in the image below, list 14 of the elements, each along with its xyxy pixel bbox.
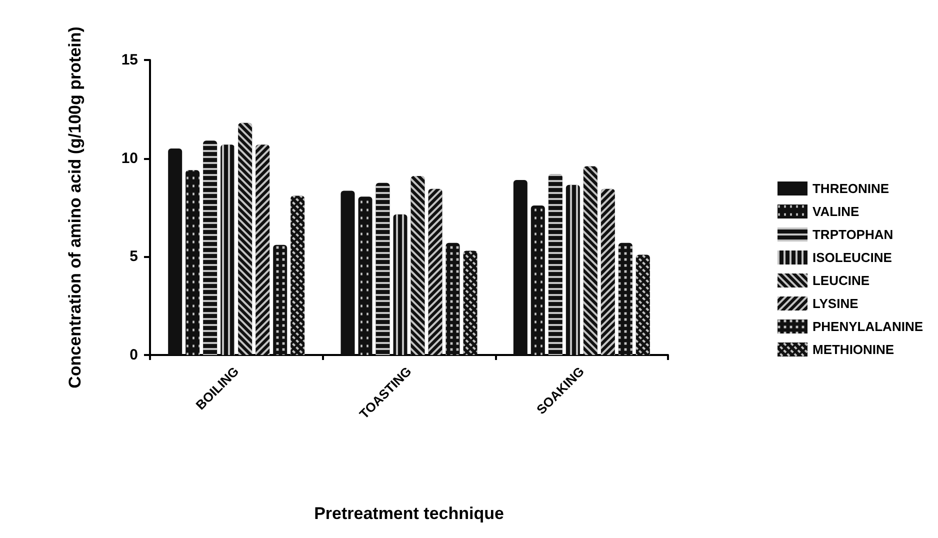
legend-label: LYSINE — [812, 296, 859, 311]
y-tick-label: 15 — [121, 52, 138, 68]
y-tick-label: 5 — [130, 248, 138, 266]
x-axis-title: Pretreatment technique — [314, 504, 504, 523]
y-tick-label: 10 — [121, 150, 138, 167]
legend-label: PHENYLALANINE — [812, 319, 924, 334]
legend-label: THREONINE — [812, 181, 890, 196]
legend-label: ISOLEUCINE — [812, 250, 892, 265]
legend-label: TRPTOPHAN — [812, 227, 894, 242]
y-axis-title: Concentration of amino acid (g/100g protein) — [66, 26, 84, 388]
y-tick-label: 0 — [130, 346, 138, 364]
legend-label: VALINE — [812, 204, 860, 219]
legend-label: METHIONINE — [812, 342, 894, 357]
legend-label: LEUCINE — [812, 273, 870, 288]
